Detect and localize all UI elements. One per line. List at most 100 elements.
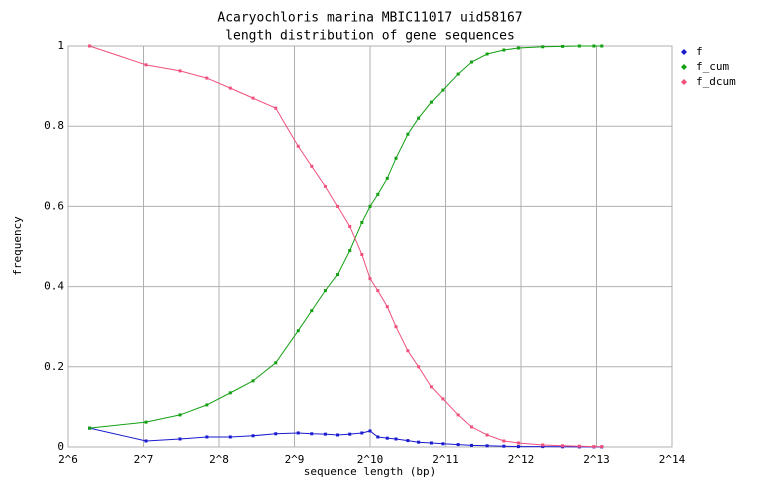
x-tick-label: 2^14 — [659, 453, 686, 466]
data-point — [577, 444, 581, 448]
legend-marker — [681, 49, 687, 55]
data-point — [394, 437, 398, 441]
data-point — [600, 445, 604, 449]
y-tick-label: 0 — [57, 440, 64, 453]
data-point — [205, 76, 209, 80]
data-point — [469, 60, 473, 64]
data-point — [296, 329, 300, 333]
data-point — [429, 441, 433, 445]
data-point — [502, 444, 506, 448]
data-point — [88, 44, 92, 48]
series-line — [89, 427, 602, 448]
data-point — [441, 397, 445, 401]
data-point — [456, 443, 460, 447]
data-point — [144, 63, 148, 67]
data-point — [178, 437, 182, 441]
chart-subtitle: length distribution of gene sequences — [225, 29, 515, 44]
data-point — [516, 441, 520, 445]
y-tick-label: 0.6 — [44, 199, 64, 212]
data-point — [485, 433, 489, 437]
data-point — [336, 433, 340, 437]
data-point — [251, 434, 255, 438]
data-point — [336, 204, 340, 208]
data-point — [251, 379, 255, 383]
x-tick-label: 2^9 — [285, 453, 305, 466]
legend-label: f_cum — [696, 60, 729, 73]
data-point — [417, 365, 421, 369]
data-point — [592, 44, 596, 48]
data-point — [429, 100, 433, 104]
data-point — [144, 439, 148, 443]
data-point — [561, 44, 565, 48]
data-point — [592, 445, 596, 449]
data-point — [360, 431, 364, 435]
chart-title: Acaryochloris marina MBIC11017 uid58167 — [217, 11, 522, 26]
data-point — [485, 52, 489, 56]
data-point — [406, 349, 410, 353]
data-point — [394, 156, 398, 160]
x-tick-label: 2^6 — [58, 453, 78, 466]
data-point — [274, 432, 278, 436]
data-point — [376, 289, 380, 293]
x-axis-label: sequence length (bp) — [304, 465, 436, 478]
data-point — [385, 305, 389, 309]
data-point — [178, 69, 182, 73]
data-point — [541, 443, 545, 447]
x-tick-label: 2^10 — [357, 453, 384, 466]
data-point — [228, 435, 232, 439]
data-point — [417, 116, 421, 120]
data-point — [323, 184, 327, 188]
data-point — [310, 432, 314, 436]
y-tick-label: 1 — [57, 39, 64, 52]
data-point — [577, 44, 581, 48]
x-tick-label: 2^13 — [583, 453, 610, 466]
series-line — [89, 45, 602, 448]
data-point — [406, 132, 410, 136]
data-point — [323, 289, 327, 293]
data-point — [360, 220, 364, 224]
data-point — [205, 435, 209, 439]
data-point — [368, 277, 372, 281]
legend-label: f_dcum — [696, 75, 736, 88]
data-point — [348, 432, 352, 436]
data-point — [88, 426, 92, 430]
data-point — [394, 325, 398, 329]
data-point — [336, 273, 340, 277]
y-axis-label: frequency — [11, 216, 24, 276]
x-tick-label: 2^11 — [432, 453, 459, 466]
y-tick-label: 0.4 — [44, 280, 64, 293]
data-point — [251, 96, 255, 100]
x-tick-label: 2^12 — [508, 453, 535, 466]
data-point — [144, 420, 148, 424]
data-point — [600, 44, 604, 48]
data-point — [485, 444, 489, 448]
data-point — [228, 86, 232, 90]
data-point — [296, 431, 300, 435]
data-point — [441, 88, 445, 92]
data-point — [323, 432, 327, 436]
data-point — [541, 445, 545, 449]
data-point — [205, 403, 209, 407]
data-point — [429, 385, 433, 389]
data-point — [368, 429, 372, 433]
x-tick-label: 2^8 — [209, 453, 229, 466]
data-point — [456, 413, 460, 417]
data-point — [274, 361, 278, 365]
data-point — [541, 45, 545, 49]
data-point — [274, 106, 278, 110]
data-point — [310, 164, 314, 168]
data-point — [456, 72, 460, 76]
data-point — [348, 249, 352, 253]
y-tick-label: 0.8 — [44, 119, 64, 132]
data-point — [516, 46, 520, 50]
data-point — [441, 442, 445, 446]
data-point — [348, 224, 352, 228]
data-point — [385, 176, 389, 180]
data-point — [469, 443, 473, 447]
data-point — [360, 253, 364, 257]
legend-marker — [681, 64, 687, 70]
x-tick-label: 2^7 — [134, 453, 154, 466]
data-point — [376, 192, 380, 196]
data-point — [516, 445, 520, 449]
